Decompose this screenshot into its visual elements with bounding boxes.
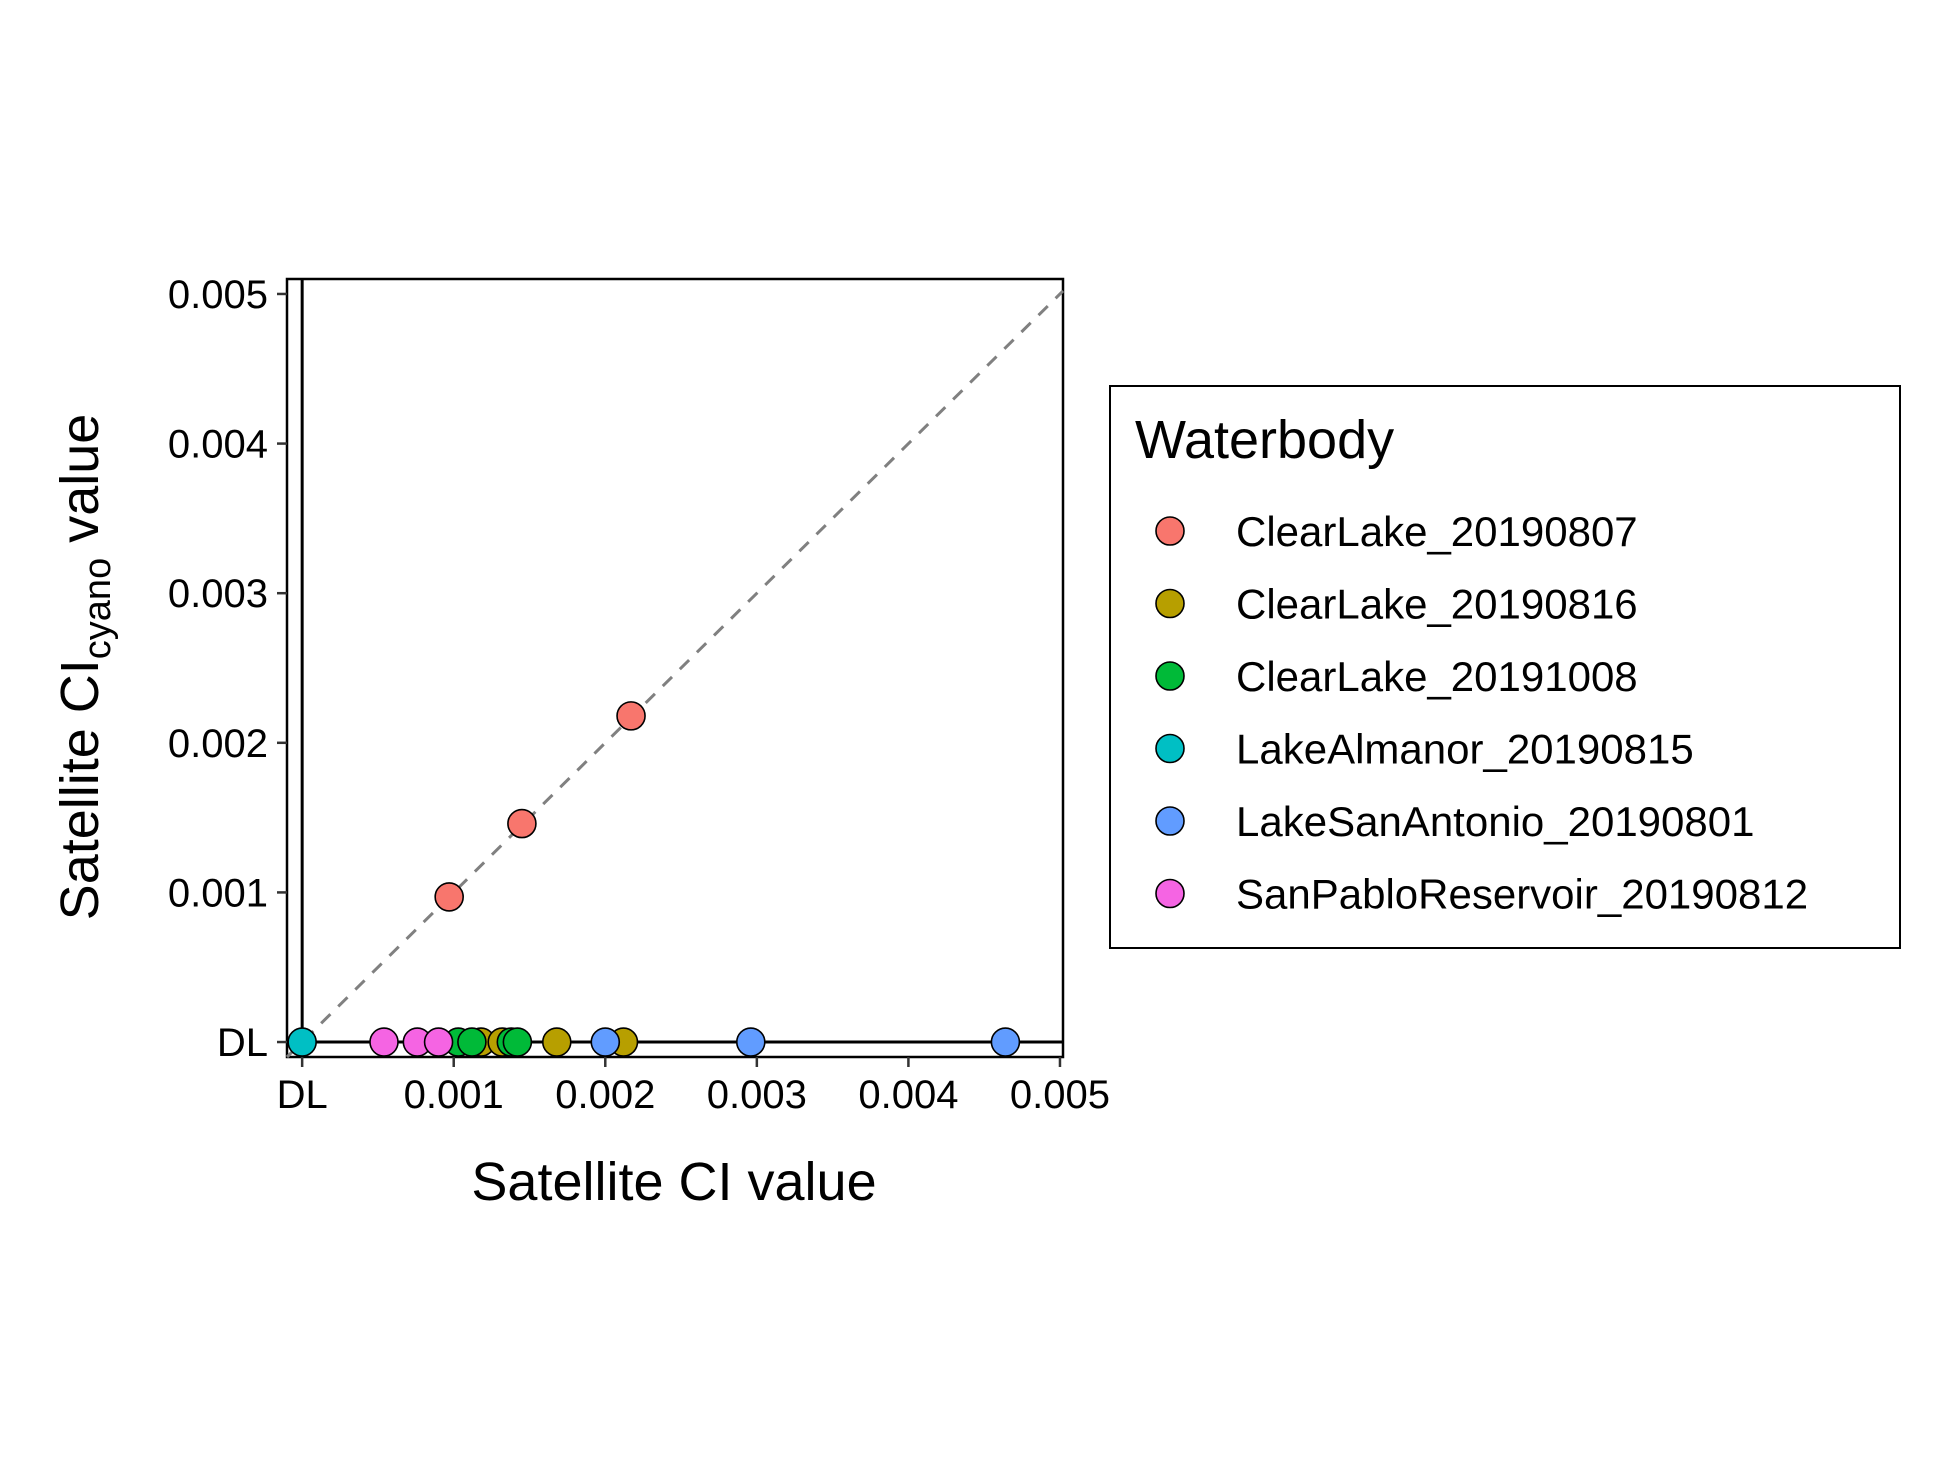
y-tick-label: DL <box>217 1021 268 1065</box>
y-tick-label: 0.002 <box>168 722 268 766</box>
data-point <box>507 808 537 839</box>
legend-label: ClearLake_20190807 <box>1236 508 1638 555</box>
legend-label: LakeSanAntonio_20190801 <box>1236 798 1754 845</box>
legend-label: ClearLake_20190816 <box>1236 581 1638 628</box>
panel-border <box>285 277 1065 1059</box>
data-point <box>502 1027 533 1057</box>
y-tick-label: 0.003 <box>168 572 268 616</box>
data-point <box>590 1027 621 1057</box>
legend-label: SanPabloReservoir_20190812 <box>1236 871 1808 918</box>
x-axis-title: Satellite CI value <box>471 1152 876 1212</box>
legend-label: LakeAlmanor_20190815 <box>1236 726 1694 773</box>
data-point <box>423 1027 454 1057</box>
x-tick-label: 0.004 <box>858 1073 958 1117</box>
y-axis-title: Satellite CIcyano value <box>50 414 119 921</box>
legend-box <box>1109 385 1901 949</box>
legend-label: ClearLake_20191008 <box>1236 653 1638 700</box>
y-tick-label: 0.001 <box>168 871 268 915</box>
x-tick-label: 0.003 <box>707 1073 807 1117</box>
y-tick-label: 0.004 <box>168 423 268 467</box>
one-to-one-line <box>285 289 1065 1059</box>
series-LakeSanAntonio_20190801 <box>590 1027 1021 1057</box>
y-axis-title-prefix: Satellite CI <box>50 659 110 920</box>
legend-key <box>1155 806 1185 836</box>
data-point <box>287 1027 317 1057</box>
legend-key <box>1155 516 1185 546</box>
data-point <box>369 1027 399 1057</box>
series-LakeAlmanor_20190815 <box>287 1027 317 1057</box>
data-point <box>457 1027 487 1057</box>
y-axis-title-suffix: value <box>50 414 110 558</box>
x-tick-label: 0.005 <box>1010 1073 1110 1117</box>
plot-area <box>285 277 1065 1059</box>
data-point <box>541 1027 572 1057</box>
x-axis: DL 0.001 0.002 0.003 0.004 0.005 <box>277 1057 1110 1117</box>
legend-key <box>1155 733 1185 764</box>
series-SanPabloReservoir_20190812 <box>369 1027 454 1057</box>
legend-key <box>1155 661 1185 691</box>
legend-items: ClearLake_20190807 ClearLake_20190816 Clea… <box>1155 508 1808 918</box>
data-point <box>616 701 646 731</box>
data-point <box>735 1027 766 1057</box>
series-ClearLake_20191008 <box>443 1027 533 1057</box>
x-tick-label: 0.001 <box>404 1073 504 1117</box>
legend: Waterbody ClearLake_20190807ClearLake_20… <box>1109 385 1901 949</box>
legend-key <box>1155 588 1185 619</box>
y-tick-label: 0.005 <box>168 273 268 317</box>
y-axis-title-subscript: cyano <box>77 558 119 659</box>
legend-key <box>1155 878 1185 909</box>
data-point <box>990 1027 1021 1057</box>
y-axis: DL 0.001 0.002 0.003 0.004 0.005 <box>168 273 287 1065</box>
data-point <box>434 882 464 912</box>
x-tick-label: DL <box>277 1073 328 1117</box>
legend-title: Waterbody <box>1135 410 1394 470</box>
series-ClearLake_20190807 <box>434 701 646 912</box>
x-tick-label: 0.002 <box>555 1073 655 1117</box>
